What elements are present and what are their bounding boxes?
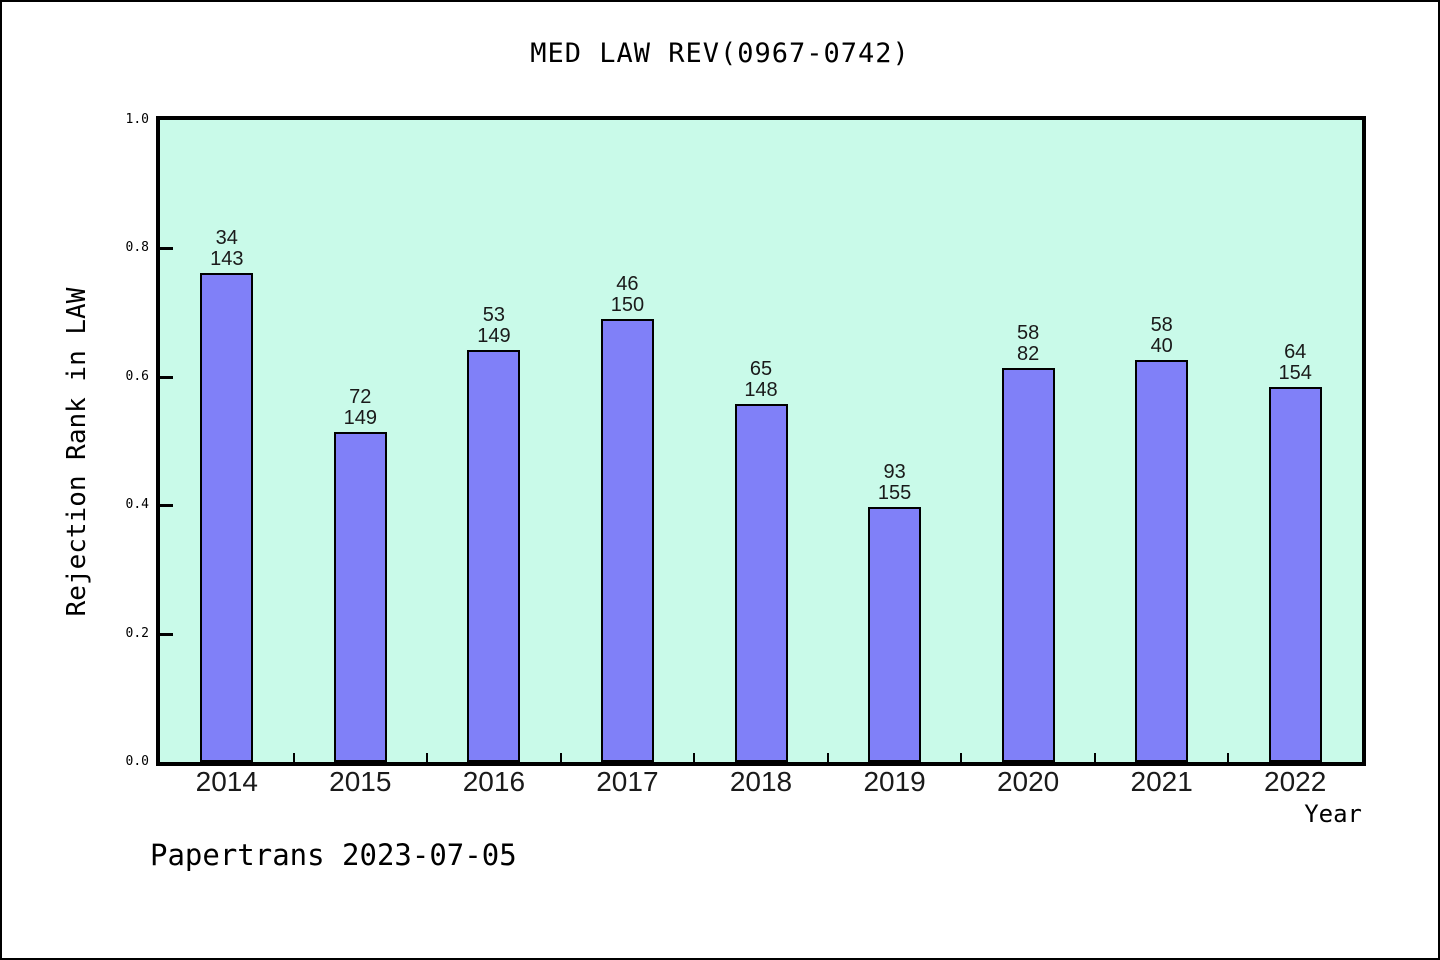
x-tick-mark (1227, 753, 1230, 762)
bar-value-label-2015: 72 149 (300, 387, 420, 429)
bar-2021 (1135, 360, 1189, 762)
bar-value-line: 64 (1284, 341, 1307, 363)
bar-2014 (200, 273, 254, 762)
y-tick-mark (160, 247, 173, 251)
bar-value-line: 65 (749, 358, 773, 380)
x-tick-label-2014: 2014 (195, 766, 258, 797)
chart-title: MED LAW REV(0967-0742) (530, 38, 910, 69)
x-axis-label: Year (1304, 800, 1362, 828)
bar-value-label-2019: 93 155 (835, 462, 955, 504)
bar-2015 (333, 432, 387, 762)
bar-value-line: 58 (1016, 322, 1040, 344)
bar-value-line: 149 (477, 325, 511, 347)
bar-2017 (600, 319, 654, 762)
bar-value-line: 34 (215, 227, 238, 249)
bar-value-line: 93 (883, 461, 906, 483)
bar-value-label-2022: 64 154 (1235, 342, 1355, 384)
x-tick-mark (826, 753, 829, 762)
bar-value-line: 53 (482, 304, 506, 326)
bar-value-line: 155 (877, 482, 912, 504)
bar-2018 (734, 404, 788, 762)
bar-value-line: 150 (610, 294, 645, 316)
bar-value-label-2014: 34 143 (167, 228, 287, 270)
x-tick-label-2018: 2018 (729, 766, 793, 797)
bar-value-label-2018: 65 148 (701, 359, 821, 401)
bar-value-line: 40 (1150, 335, 1173, 357)
bar-2022 (1268, 387, 1322, 762)
y-axis-label: Rejection Rank in LAW (62, 287, 92, 617)
x-tick-mark (960, 753, 963, 762)
bar-value-line: 46 (616, 273, 639, 295)
plot-area: 34 143 72 149 53 149 46 150 65 148 93 155 58 82 58 40 64… (156, 116, 1366, 766)
bar-value-line: 154 (1278, 362, 1312, 384)
x-tick-mark (1093, 753, 1096, 762)
x-tick-mark (292, 753, 295, 762)
x-tick-label-2017: 2017 (596, 766, 659, 797)
x-tick-label-2016: 2016 (462, 766, 526, 797)
bar-value-label-2020: 58 82 (968, 323, 1088, 365)
x-tick-mark (559, 753, 562, 762)
y-tick-mark (160, 375, 173, 379)
x-tick-label-2020: 2020 (996, 766, 1060, 797)
watermark-text: Papertrans 2023-07-05 (150, 838, 517, 872)
x-tick-mark (426, 753, 429, 762)
y-tick-label-0.6: 0.6 (125, 368, 149, 384)
x-tick-label-2021: 2021 (1130, 766, 1193, 797)
bar-2019 (868, 507, 922, 762)
bar-2016 (467, 350, 521, 762)
y-tick-label-0.2: 0.2 (125, 625, 149, 641)
x-tick-label-2019: 2019 (863, 766, 926, 797)
x-tick-label-2015: 2015 (329, 766, 392, 797)
y-tick-label-0.0: 0.0 (125, 754, 149, 769)
y-tick-mark (160, 504, 173, 508)
y-tick-label-1.0: 1.0 (125, 112, 149, 127)
y-tick-label-0.8: 0.8 (125, 240, 149, 256)
bar-value-line: 58 (1150, 314, 1173, 336)
y-tick-label-0.4: 0.4 (125, 497, 149, 513)
bar-value-label-2021: 58 40 (1102, 315, 1222, 357)
bar-value-line: 143 (210, 248, 244, 270)
bar-value-label-2016: 53 149 (434, 305, 554, 347)
bar-value-line: 72 (349, 386, 372, 408)
bar-value-label-2017: 46 150 (567, 274, 687, 316)
x-tick-label-2022: 2022 (1264, 766, 1327, 797)
bar-value-line: 148 (744, 379, 778, 401)
y-tick-mark (160, 632, 173, 636)
x-tick-mark (693, 753, 696, 762)
bar-value-line: 82 (1016, 343, 1040, 365)
bar-value-line: 149 (343, 407, 377, 429)
bar-2020 (1001, 368, 1055, 762)
